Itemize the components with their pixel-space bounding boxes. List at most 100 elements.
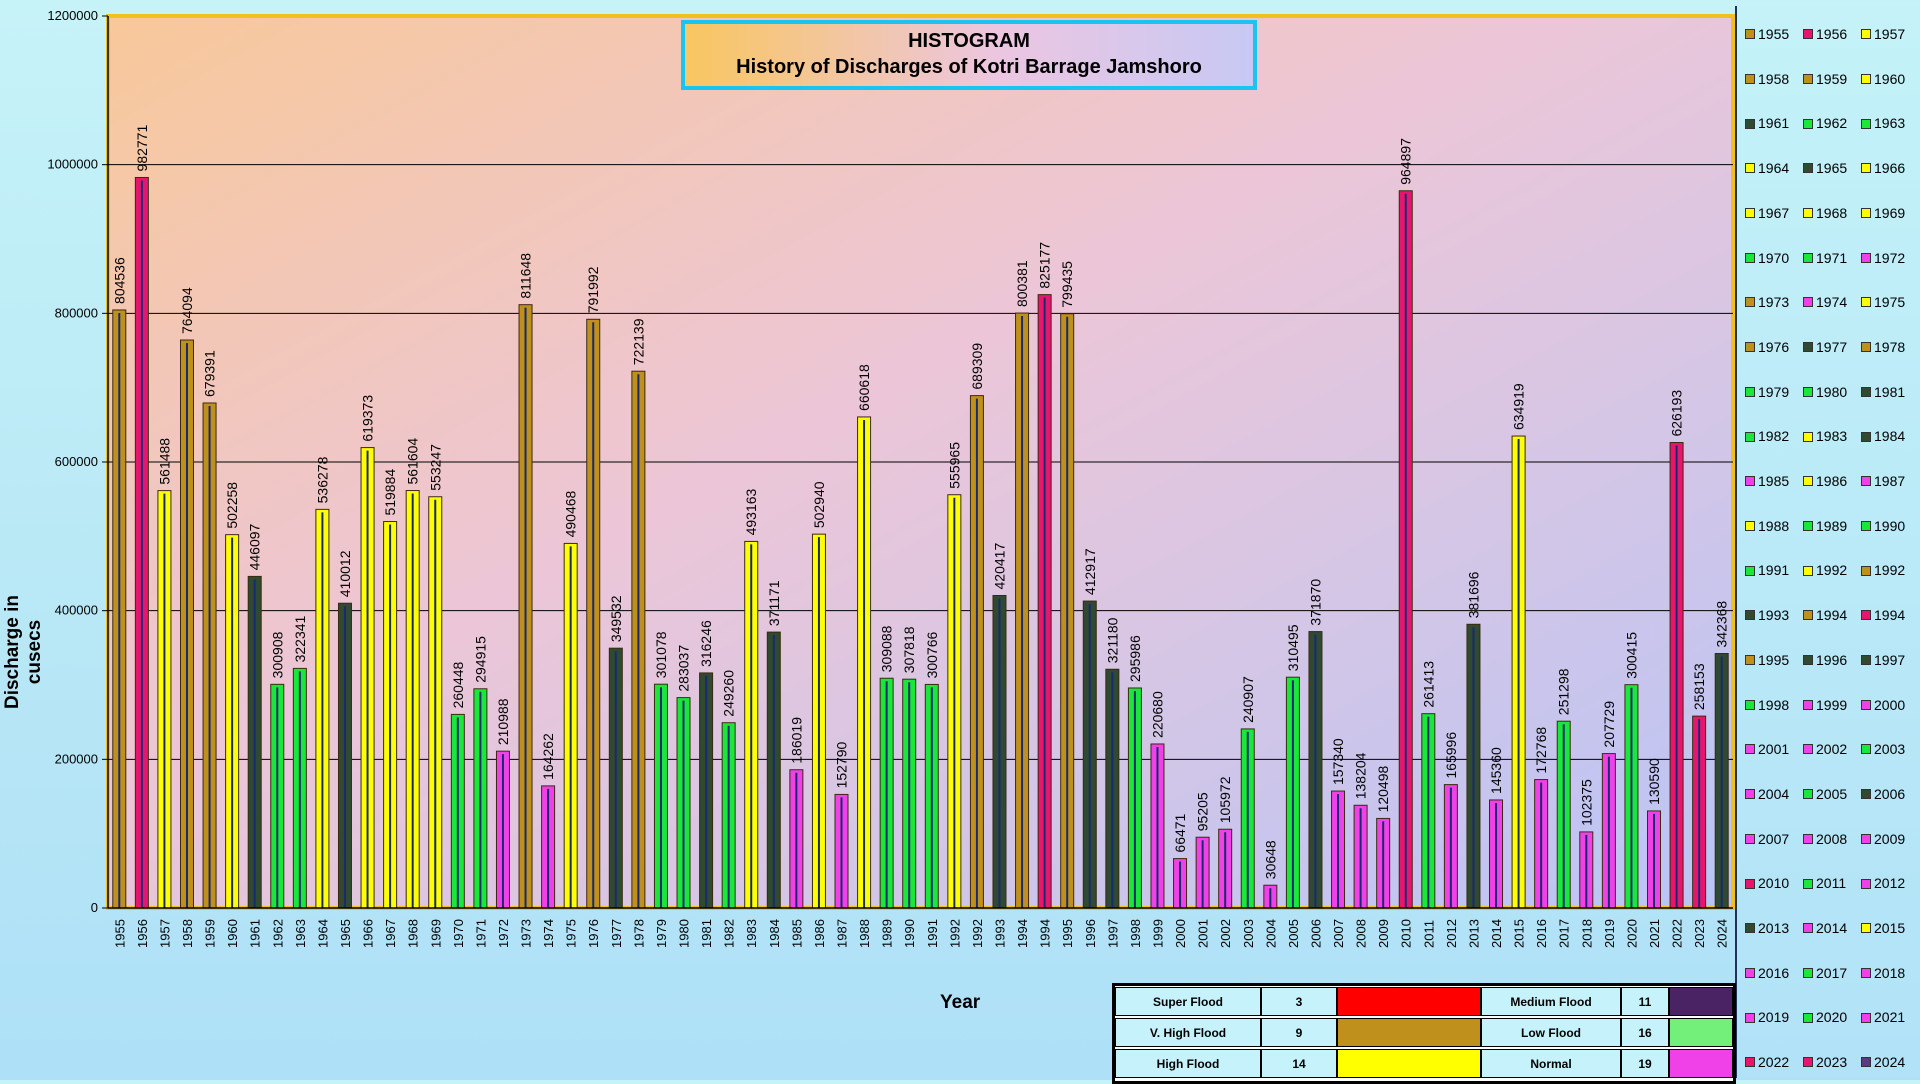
legend-label: 1990 bbox=[1874, 517, 1906, 534]
legend-swatch bbox=[1861, 29, 1871, 40]
class-label: High Flood bbox=[1115, 1049, 1261, 1078]
legend-swatch bbox=[1745, 1057, 1755, 1068]
legend-label: 1973 bbox=[1758, 294, 1790, 311]
legend-item: 1992 bbox=[1861, 560, 1905, 580]
legend-item: 1971 bbox=[1803, 248, 1847, 268]
legend-item: 1960 bbox=[1861, 69, 1905, 89]
legend-swatch bbox=[1745, 520, 1755, 531]
legend-swatch bbox=[1745, 73, 1755, 84]
legend-label: 1997 bbox=[1874, 651, 1906, 668]
x-tick-label: 1963 bbox=[293, 919, 308, 948]
bar-value-label: 164262 bbox=[540, 733, 556, 780]
legend-item: 1962 bbox=[1803, 113, 1847, 133]
x-tick-label: 1986 bbox=[812, 919, 827, 948]
y-tick-label: 600000 bbox=[55, 454, 98, 469]
flood-classification-table: Super Flood 3 V. High Flood 9 High Flood 14 Me… bbox=[1112, 983, 1736, 1084]
legend-label: 1987 bbox=[1874, 473, 1906, 489]
legend-item: 1977 bbox=[1803, 337, 1847, 357]
legend-item: 1958 bbox=[1745, 69, 1789, 89]
bar-value-label: 105972 bbox=[1217, 776, 1233, 823]
class-color-swatch bbox=[1669, 1018, 1733, 1047]
x-tick-label: 2017 bbox=[1557, 919, 1572, 948]
legend-item: 1965 bbox=[1803, 158, 1847, 178]
legend-label: 1983 bbox=[1816, 428, 1848, 445]
x-tick-label: 1970 bbox=[451, 919, 466, 948]
bar-value-label: 634919 bbox=[1511, 383, 1527, 430]
bar-value-label: 138204 bbox=[1353, 752, 1369, 799]
x-tick-label: 2005 bbox=[1286, 919, 1301, 948]
legend-swatch bbox=[1745, 431, 1755, 442]
x-tick-label: 2012 bbox=[1444, 919, 1459, 948]
x-tick-label: 1966 bbox=[361, 919, 376, 948]
legend-label: 1969 bbox=[1874, 204, 1906, 221]
legend-swatch bbox=[1861, 789, 1871, 800]
legend-label: 2018 bbox=[1874, 964, 1906, 981]
legend-label: 1955 bbox=[1758, 26, 1790, 42]
legend-row: 1961 1962 1963 bbox=[1737, 113, 1920, 133]
bar-value-label: 791992 bbox=[585, 266, 601, 313]
legend-label: 1976 bbox=[1758, 338, 1790, 355]
bar-value-label: 519884 bbox=[382, 469, 398, 516]
legend-swatch bbox=[1861, 386, 1871, 397]
legend-label: 1968 bbox=[1816, 204, 1848, 221]
legend-item: 2006 bbox=[1861, 784, 1905, 804]
legend-label: 1958 bbox=[1758, 70, 1790, 87]
legend-row: 2007 2008 2009 bbox=[1737, 829, 1920, 849]
legend-label: 2014 bbox=[1816, 920, 1848, 936]
x-tick-label: 2001 bbox=[1196, 919, 1211, 948]
x-tick-label: 1956 bbox=[135, 919, 150, 948]
class-count: 3 bbox=[1261, 987, 1337, 1016]
x-tick-label: 2003 bbox=[1241, 919, 1256, 948]
x-tick-label: 1994 bbox=[1038, 919, 1053, 948]
legend-label: 2004 bbox=[1758, 785, 1790, 802]
class-color-swatch bbox=[1337, 1049, 1481, 1078]
legend-item: 1996 bbox=[1803, 650, 1847, 670]
x-tick-label: 1995 bbox=[1060, 919, 1075, 948]
legend-label: 2015 bbox=[1874, 920, 1906, 936]
class-label: Medium Flood bbox=[1481, 987, 1621, 1016]
x-tick-label: 2011 bbox=[1421, 920, 1436, 948]
bar-value-label: 240907 bbox=[1240, 676, 1256, 723]
legend-swatch bbox=[1861, 1057, 1871, 1068]
legend-item: 1995 bbox=[1745, 650, 1789, 670]
bar-value-label: 294915 bbox=[472, 636, 488, 683]
legend-row: 1976 1977 1978 bbox=[1737, 337, 1920, 357]
legend-label: 1992 bbox=[1816, 562, 1848, 579]
legend-swatch bbox=[1861, 744, 1871, 755]
legend-item: 1979 bbox=[1745, 382, 1789, 402]
x-tick-label: 1955 bbox=[112, 919, 127, 948]
class-label: Super Flood bbox=[1115, 987, 1261, 1016]
legend-item: 1956 bbox=[1803, 24, 1847, 44]
x-tick-label: 2018 bbox=[1579, 919, 1594, 948]
legend-row: 1985 1986 1987 bbox=[1737, 471, 1920, 491]
legend-item: 2004 bbox=[1745, 784, 1789, 804]
x-tick-label: 2016 bbox=[1534, 919, 1549, 948]
legend-label: 2013 bbox=[1758, 920, 1790, 936]
bar-value-label: 186019 bbox=[788, 717, 804, 764]
x-tick-label: 2008 bbox=[1354, 919, 1369, 948]
x-tick-label: 1962 bbox=[270, 919, 285, 948]
bar-value-label: 804536 bbox=[111, 257, 127, 304]
legend-item: 1997 bbox=[1861, 650, 1905, 670]
x-tick-label: 1988 bbox=[857, 919, 872, 948]
x-tick-label: 1983 bbox=[744, 919, 759, 948]
legend-item: 1984 bbox=[1861, 426, 1905, 446]
class-color-swatch bbox=[1337, 987, 1481, 1016]
bar-value-label: 300766 bbox=[924, 631, 940, 678]
legend-item: 2005 bbox=[1803, 784, 1847, 804]
legend-swatch bbox=[1803, 923, 1813, 934]
legend-label: 2011 bbox=[1816, 875, 1847, 892]
legend-swatch bbox=[1861, 297, 1871, 308]
bar-value-label: 249260 bbox=[721, 670, 737, 717]
x-tick-label: 2015 bbox=[1512, 919, 1527, 948]
legend-swatch bbox=[1803, 699, 1813, 710]
legend-label: 2005 bbox=[1816, 785, 1848, 802]
legend-label: 1999 bbox=[1816, 696, 1848, 713]
legend-swatch bbox=[1861, 967, 1871, 978]
legend-label: 1988 bbox=[1758, 517, 1790, 534]
legend-swatch bbox=[1861, 431, 1871, 442]
class-color-swatch bbox=[1669, 987, 1733, 1016]
legend-item: 2010 bbox=[1745, 873, 1789, 893]
legend-swatch bbox=[1803, 163, 1813, 174]
class-count: 19 bbox=[1621, 1049, 1669, 1078]
